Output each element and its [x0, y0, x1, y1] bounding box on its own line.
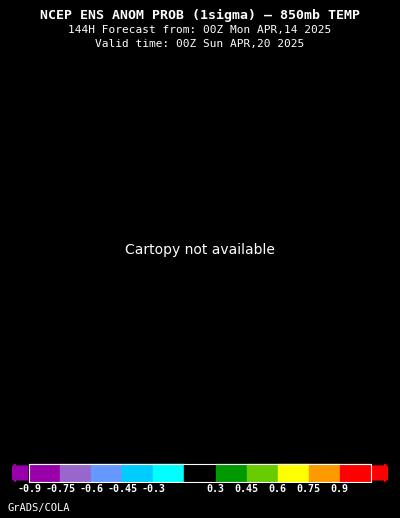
Text: -0.75: -0.75 [45, 484, 75, 494]
Text: -0.6: -0.6 [79, 484, 103, 494]
Bar [153, 464, 184, 482]
Text: -0.9: -0.9 [17, 484, 41, 494]
Bar [91, 464, 122, 482]
Text: Valid time: 00Z Sun APR,20 2025: Valid time: 00Z Sun APR,20 2025 [95, 39, 305, 49]
Text: 0.6: 0.6 [269, 484, 287, 494]
FancyArrow shape [373, 464, 393, 482]
Text: GrADS/COLA: GrADS/COLA [8, 503, 70, 513]
Text: NCEP ENS ANOM PROB (1sigma) – 850mb TEMP: NCEP ENS ANOM PROB (1sigma) – 850mb TEMP [40, 8, 360, 22]
Bar [60, 464, 91, 482]
Text: 0.75: 0.75 [297, 484, 321, 494]
Text: -0.45: -0.45 [107, 484, 137, 494]
Text: -0.3: -0.3 [141, 484, 165, 494]
Bar [216, 464, 247, 482]
Text: 0.45: 0.45 [235, 484, 259, 494]
Bar [184, 464, 216, 482]
Text: 0.3: 0.3 [206, 484, 224, 494]
Bar [122, 464, 153, 482]
Bar [309, 464, 340, 482]
Text: 144H Forecast from: 00Z Mon APR,14 2025: 144H Forecast from: 00Z Mon APR,14 2025 [68, 25, 332, 35]
Bar [247, 464, 278, 482]
Bar [29, 464, 60, 482]
FancyArrow shape [7, 464, 27, 482]
Bar [278, 464, 309, 482]
Bar [340, 464, 371, 482]
Text: 0.9: 0.9 [331, 484, 349, 494]
Text: Cartopy not available: Cartopy not available [125, 243, 275, 257]
